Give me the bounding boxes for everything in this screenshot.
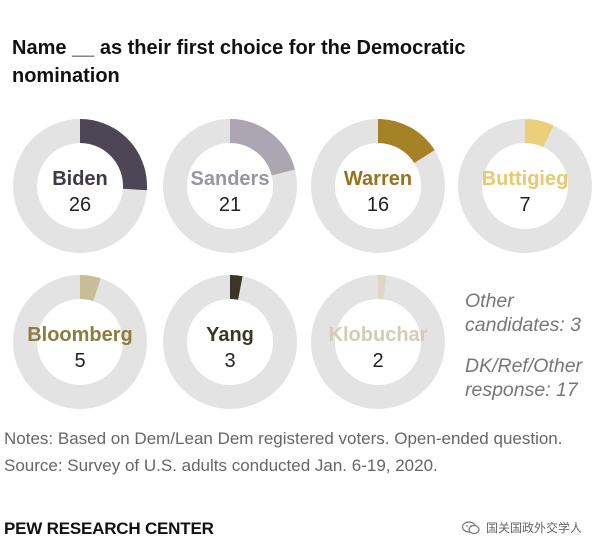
wechat-watermark: 国关国政外交学人 [461,519,582,536]
dk-ref-other-line-1: DK/Ref/Other [465,355,583,377]
donut-arc-sanders [163,119,297,253]
candidate-label-bloomberg: Bloomberg [27,324,133,346]
candidate-value-buttigieg: 7 [519,194,530,216]
notes-text: Notes: Based on Dem/Lean Dem registered … [4,429,563,448]
other-candidates-line-2: candidates: 3 [465,314,582,336]
donut-arc-klobuchar [311,275,445,409]
chart-notes: Notes: Based on Dem/Lean Dem registered … [4,425,594,479]
candidate-value-warren: 16 [367,194,389,216]
candidate-value-sanders: 21 [219,194,241,216]
donut-arc-buttigieg [458,119,592,253]
donut-arc-bloomberg [13,275,147,409]
other-candidates-note: Other candidates: 3 [465,289,581,337]
wechat-icon [461,520,480,534]
candidate-value-biden: 26 [69,194,91,216]
candidate-label-biden: Biden [52,168,108,190]
dk-ref-other-note: DK/Ref/Other response: 17 [465,354,582,402]
candidate-label-buttigieg: Buttigieg [482,168,569,190]
chart-title: Name __ as their first choice for the De… [12,37,466,87]
other-candidates-line-1: Other [465,290,514,312]
candidate-label-warren: Warren [344,168,412,190]
donut-arc-biden [13,119,147,253]
source-text: Source: Survey of U.S. adults conducted … [4,456,438,475]
dk-ref-other-line-2: response: 17 [465,379,578,401]
donut-chart-grid: Biden 26 Sanders 21 Warren 16 Buttigieg 7 Bloomb… [13,119,592,409]
donut-arc-yang [163,275,297,409]
candidate-label-yang: Yang [206,324,254,346]
candidate-value-klobuchar: 2 [372,350,383,372]
candidate-value-yang: 3 [224,350,235,372]
watermark-text: 国关国政外交学人 [485,521,582,535]
candidate-label-klobuchar: Klobuchar [329,324,428,346]
pew-research-logo: PEW RESEARCH CENTER [4,519,214,538]
candidate-label-sanders: Sanders [191,168,270,190]
candidate-value-bloomberg: 5 [74,350,85,372]
donut-arc-warren [311,119,445,253]
